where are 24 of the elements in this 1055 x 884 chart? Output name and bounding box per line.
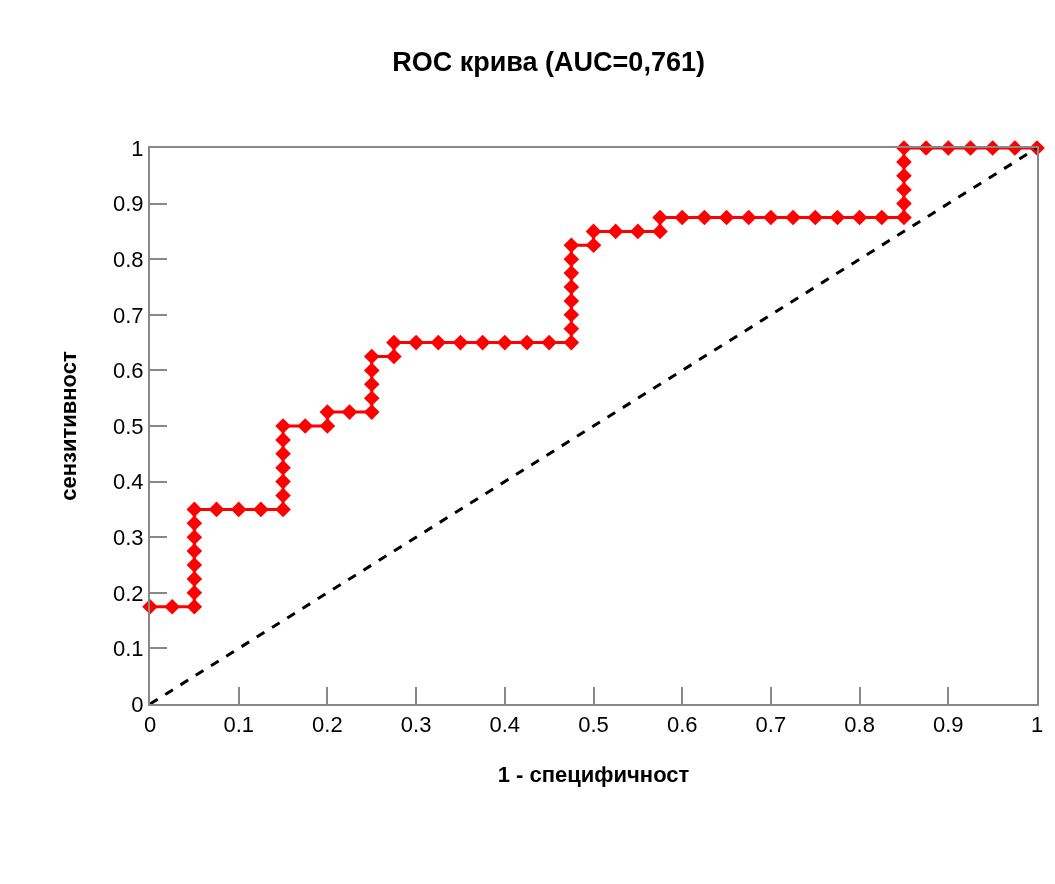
chart-title: ROC крива (AUC=0,761)	[392, 47, 705, 78]
y-tick-label: 0.4	[113, 469, 144, 495]
x-tick-label: 1	[1030, 712, 1044, 738]
x-tick-label: 0.3	[400, 712, 432, 738]
x-tick-label: 0.4	[489, 712, 521, 738]
x-tick-label: 0.9	[933, 712, 964, 738]
y-axis-title: сензитивност	[56, 351, 82, 501]
x-tick-label: 0.5	[578, 712, 609, 738]
x-tick-label: 0.2	[312, 712, 343, 738]
y-tick-label: 0.1	[113, 636, 144, 662]
y-tick-label: 0.7	[113, 302, 144, 328]
y-tick-label: 0.9	[113, 191, 144, 217]
y-tick-label: 0.5	[113, 413, 144, 439]
y-tick-label: 0.6	[113, 358, 144, 384]
y-tick-label: 0	[131, 691, 144, 717]
y-tick-label: 0.8	[113, 246, 144, 272]
y-tick-label: 0.2	[113, 580, 144, 606]
x-tick-label: 0.1	[223, 712, 254, 738]
x-tick-label: 0.6	[666, 712, 698, 738]
x-tick-label: 0.8	[844, 712, 875, 738]
x-axis-title: 1 - специфичност	[497, 761, 690, 787]
y-tick-label: 0.3	[113, 524, 144, 550]
y-tick-label: 1	[131, 135, 144, 161]
x-tick-label: 0.7	[755, 712, 787, 738]
